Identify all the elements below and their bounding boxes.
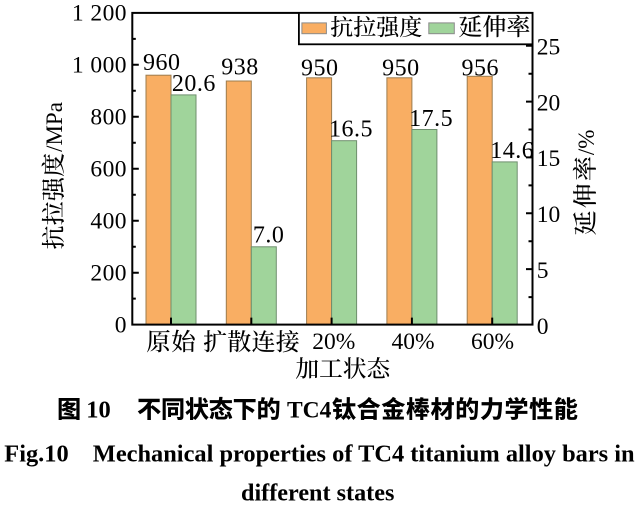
svg-text:200: 200 <box>90 261 127 287</box>
svg-text:Mechanical properties of TC4 t: Mechanical properties of TC4 titanium al… <box>93 441 635 468</box>
svg-text:1 000: 1 000 <box>72 53 127 79</box>
svg-text:938: 938 <box>221 55 259 81</box>
svg-text:950: 950 <box>382 55 420 81</box>
svg-text:/%: /% <box>574 130 599 156</box>
svg-text:14.6: 14.6 <box>490 138 534 164</box>
svg-text:17.5: 17.5 <box>409 106 453 132</box>
svg-text:10: 10 <box>537 202 561 228</box>
svg-text:960: 960 <box>143 50 181 76</box>
svg-text:25: 25 <box>537 35 561 61</box>
svg-text:60%: 60% <box>471 329 514 355</box>
svg-text:20.6: 20.6 <box>172 71 216 97</box>
svg-text:16.5: 16.5 <box>329 116 373 142</box>
svg-text:0: 0 <box>115 312 127 338</box>
svg-text:TC4: TC4 <box>287 398 332 424</box>
svg-text:Fig.10: Fig.10 <box>4 441 68 468</box>
svg-text:5: 5 <box>537 258 549 284</box>
svg-text:400: 400 <box>90 209 127 235</box>
svg-text:1 200: 1 200 <box>72 1 127 27</box>
svg-text:600: 600 <box>90 157 127 183</box>
svg-text:800: 800 <box>90 105 127 131</box>
svg-text:20%: 20% <box>312 329 355 355</box>
svg-text:10: 10 <box>86 397 111 424</box>
svg-text:/MPa: /MPa <box>42 102 67 152</box>
svg-text:7.0: 7.0 <box>253 223 285 249</box>
svg-text:20: 20 <box>537 90 561 116</box>
svg-text:15: 15 <box>537 146 561 172</box>
svg-text:956: 956 <box>461 55 499 81</box>
svg-text:different states: different states <box>241 479 394 506</box>
svg-text:950: 950 <box>301 55 339 81</box>
svg-text:0: 0 <box>537 314 549 340</box>
svg-text:40%: 40% <box>391 329 434 355</box>
